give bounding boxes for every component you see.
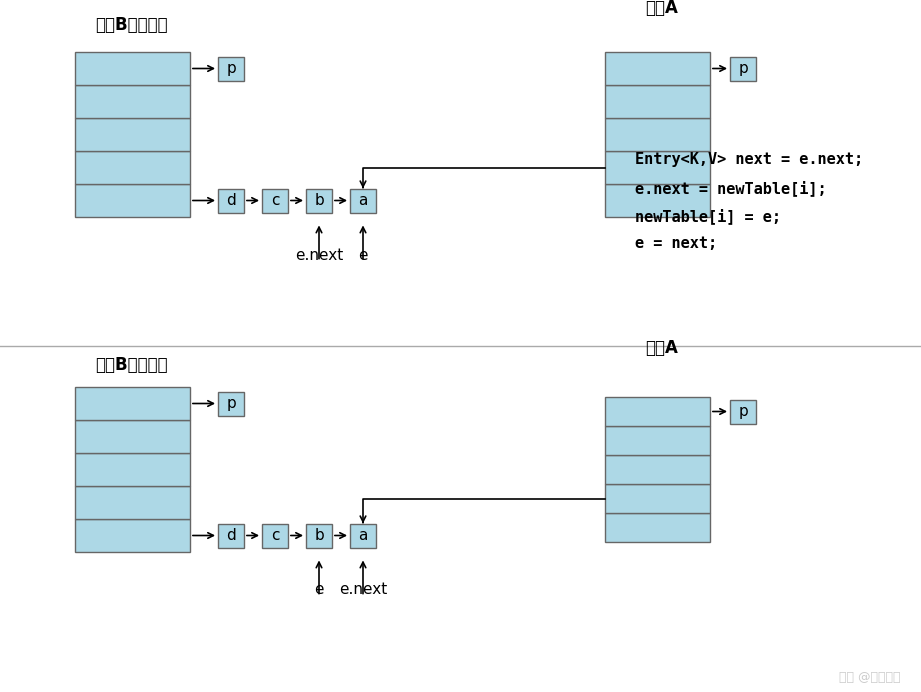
Text: d: d (227, 528, 236, 543)
Bar (218, 524, 244, 547)
Text: c: c (271, 193, 279, 208)
Text: e: e (358, 248, 367, 262)
Bar (730, 399, 756, 424)
Bar (605, 85, 710, 118)
Bar (605, 484, 710, 513)
Bar (730, 57, 756, 80)
Text: p: p (738, 61, 748, 76)
Bar (605, 184, 710, 217)
Text: newTable[i] = e;: newTable[i] = e; (635, 208, 781, 224)
Text: d: d (227, 193, 236, 208)
Bar (75, 453, 190, 486)
Text: e.next: e.next (339, 583, 387, 597)
Text: 线程A: 线程A (645, 339, 678, 357)
Bar (75, 118, 190, 151)
Bar (605, 397, 710, 426)
Bar (605, 426, 710, 455)
Text: a: a (358, 528, 367, 543)
Text: b: b (314, 528, 324, 543)
Bar (262, 188, 288, 212)
Text: Entry<K,V> next = e.next;: Entry<K,V> next = e.next; (635, 152, 863, 167)
Text: e = next;: e = next; (635, 236, 717, 251)
Text: e.next = newTable[i];: e.next = newTable[i]; (635, 180, 827, 196)
Text: b: b (314, 193, 324, 208)
Text: p: p (227, 61, 236, 76)
Bar (218, 188, 244, 212)
Bar (75, 519, 190, 552)
Bar (75, 85, 190, 118)
Bar (75, 151, 190, 184)
Bar (262, 524, 288, 547)
Bar (218, 57, 244, 80)
Text: 知乎 @口木呆瓜: 知乎 @口木呆瓜 (838, 671, 900, 684)
Bar (75, 420, 190, 453)
Bar (306, 188, 332, 212)
Text: 线程B完成扩容: 线程B完成扩容 (95, 356, 168, 374)
Bar (75, 387, 190, 420)
Text: p: p (227, 396, 236, 411)
Text: 线程A: 线程A (645, 0, 678, 17)
Text: a: a (358, 193, 367, 208)
Text: 线程B完成扩容: 线程B完成扩容 (95, 16, 168, 34)
Bar (350, 188, 376, 212)
Bar (605, 52, 710, 85)
Text: e.next: e.next (295, 248, 344, 262)
Text: c: c (271, 528, 279, 543)
Bar (605, 455, 710, 484)
Bar (605, 513, 710, 542)
Bar (218, 392, 244, 415)
Text: e: e (314, 583, 324, 597)
Bar (75, 184, 190, 217)
Bar (75, 486, 190, 519)
Bar (605, 118, 710, 151)
Bar (306, 524, 332, 547)
Bar (75, 52, 190, 85)
Bar (605, 151, 710, 184)
Text: p: p (738, 404, 748, 419)
Bar (350, 524, 376, 547)
